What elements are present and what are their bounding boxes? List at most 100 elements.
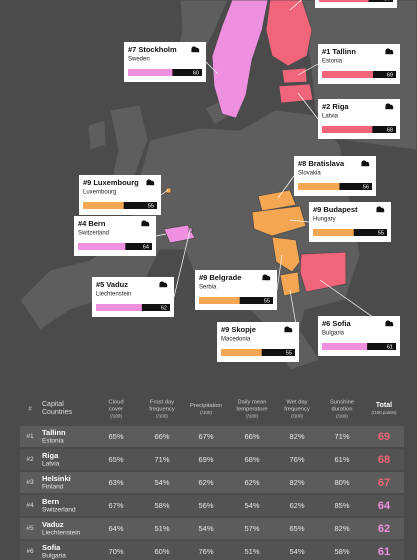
row-background — [20, 495, 404, 516]
callout: #9 Budapest Hungary 55 — [289, 202, 391, 242]
header-column: temperature — [236, 407, 267, 413]
row-total: 61 — [378, 546, 390, 558]
score-label: 68 — [387, 127, 393, 133]
weather-icon — [385, 52, 394, 55]
leader-line — [297, 92, 319, 120]
row-value: 70% — [108, 547, 123, 556]
weather-icon — [262, 278, 271, 281]
score-bar — [322, 343, 368, 350]
header-column: Cloud — [108, 399, 123, 405]
slovakia — [257, 189, 297, 212]
callout-rank: #7 — [128, 45, 136, 54]
score-label: 56 — [363, 184, 369, 190]
leader-line — [205, 61, 219, 75]
row-country: Estonia — [42, 438, 64, 445]
score-label: 55 — [264, 298, 270, 304]
row-value: 56% — [198, 501, 213, 510]
callout-city: Bern — [88, 219, 106, 228]
leader-line — [160, 189, 169, 196]
row-total: 67 — [378, 477, 390, 489]
row-value: 58% — [154, 501, 169, 510]
callout-rank: #1 — [322, 47, 330, 56]
hungary — [251, 205, 307, 237]
row-value: 65% — [108, 455, 123, 464]
row-value: 80% — [334, 478, 349, 487]
header-column: duration — [332, 407, 353, 413]
callout-title: #4 Bern — [78, 219, 106, 228]
header-column: Wet day — [286, 399, 307, 405]
score-bar — [96, 304, 142, 311]
row-value: 62% — [244, 478, 259, 487]
macedonia — [279, 271, 301, 297]
row-background — [20, 426, 404, 447]
row-value: 67% — [198, 432, 213, 441]
row-value: 69% — [198, 455, 213, 464]
score-label: 69 — [387, 72, 393, 78]
score-label: 64 — [143, 244, 149, 250]
callout-country: Estonia — [322, 59, 343, 65]
callouts: 67#7StockholmSweden60#1TallinnEstonia69#… — [74, 0, 401, 362]
row-value: 58% — [334, 547, 349, 556]
row-country: Latvia — [42, 461, 60, 468]
callout-country: Liechtenstein — [96, 292, 131, 298]
callout-city: Belgrade — [209, 273, 241, 282]
ireland — [87, 119, 107, 151]
row-rank: #2 — [26, 456, 34, 463]
leader-line — [155, 233, 167, 237]
row-value: 85% — [334, 501, 349, 510]
row-value: 66% — [154, 432, 169, 441]
row-total: 62 — [378, 523, 390, 535]
row-value: 76% — [198, 547, 213, 556]
header-column: Precipitation — [190, 403, 222, 409]
callout: #9 Belgrade Serbia 55 — [195, 254, 283, 310]
callout-rank: #9 — [199, 273, 207, 282]
row-background — [20, 518, 404, 539]
header-column: (/100) — [110, 413, 122, 418]
callout-title: #9 Belgrade — [199, 273, 241, 282]
row-value: 63% — [108, 478, 123, 487]
callout-rank: #9 — [313, 205, 321, 214]
score-bar — [319, 0, 369, 2]
callout-city: Skopje — [231, 325, 256, 334]
callout-city: Budapest — [323, 205, 358, 214]
callout-city: Stockholm — [138, 45, 177, 54]
callout-rank: #5 — [96, 280, 104, 289]
callout-title: #2 Riga — [322, 102, 349, 111]
header-column: (/100) — [200, 410, 212, 415]
weather-icon — [159, 285, 168, 288]
weather-icon — [361, 164, 370, 167]
leader-line — [276, 254, 283, 291]
callout-title: #9 Skopje — [221, 325, 256, 334]
callout-rank: #4 — [78, 219, 87, 228]
callout-rank: #9 — [83, 178, 91, 187]
latvia — [278, 83, 314, 104]
row-value: 66% — [244, 432, 259, 441]
callout-city: Bratislava — [308, 159, 345, 168]
callout: #1 Tallinn Estonia 69 — [297, 44, 400, 84]
weather-icon — [191, 50, 200, 53]
leader-line — [173, 229, 191, 298]
callout-country: Hungary — [313, 217, 336, 223]
header-countries: Countries — [42, 409, 72, 416]
score-bar — [199, 297, 240, 304]
callout-country: Slovakia — [298, 171, 321, 177]
callout: #5 Vaduz Liechtenstein 62 — [92, 229, 191, 317]
row-total: 69 — [378, 431, 390, 443]
row-background — [20, 541, 404, 560]
row-value: 54% — [289, 547, 304, 556]
row-rank: #4 — [26, 502, 34, 509]
liechtenstein — [188, 227, 193, 233]
row-city: Bern — [42, 497, 60, 506]
callout-title: #8 Bratislava — [298, 159, 345, 168]
callout-title: #9 Budapest — [313, 205, 358, 214]
row-value: 64% — [108, 524, 123, 533]
row-city: Helsinki — [42, 474, 71, 483]
leader-line — [289, 0, 302, 11]
score-label: 62 — [161, 305, 167, 311]
header-column: (/100) — [156, 413, 168, 418]
row-value: 54% — [154, 478, 169, 487]
row-total: 64 — [378, 500, 391, 512]
